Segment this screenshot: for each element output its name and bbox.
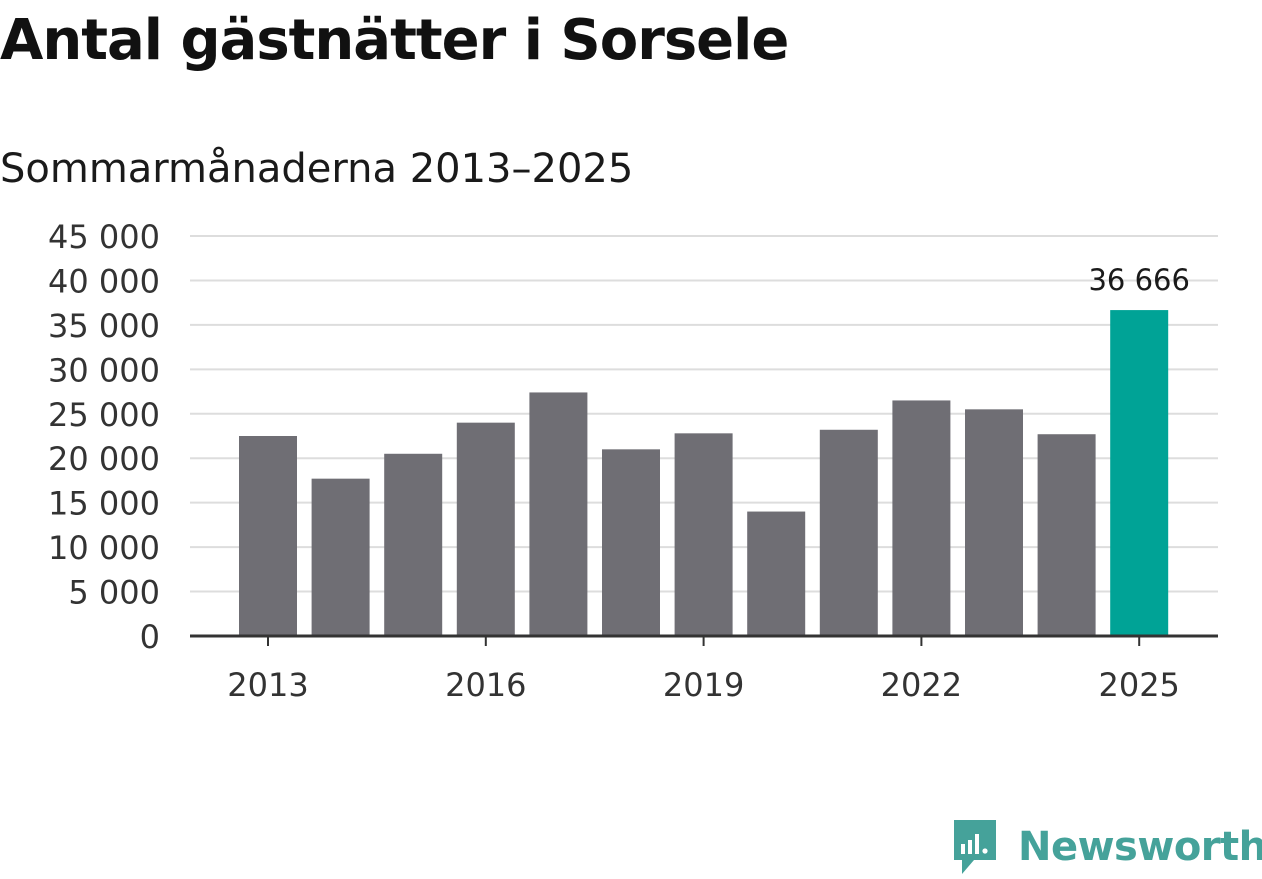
brand-name: Newsworthy [1018,824,1262,870]
bar-2017 [529,392,588,636]
data-label-2025: 36 666 [1088,263,1189,297]
data-labels: 36 666 [1088,263,1189,297]
bar-2025 [1110,310,1169,636]
y-tick-label: 0 [140,618,160,656]
bar-2024 [1037,434,1096,636]
y-tick-label: 20 000 [48,440,160,478]
y-tick-label: 15 000 [48,485,160,523]
y-axis-tick-labels: 0 5 000 10 000 15 000 20 000 25 000 30 000 35 0… [48,218,160,656]
chart-subtitle: Sommarmånaderna 2013–2025 [0,146,634,192]
chart-title: Antal gästnätter i Sorsele [0,8,789,73]
bar-2018 [602,449,660,636]
y-tick-label: 25 000 [48,396,160,434]
x-tick-label: 2025 [1098,666,1179,704]
bars [239,310,1169,636]
x-tick-label: 2016 [445,666,526,704]
y-tick-label: 35 000 [48,307,160,345]
bar-2023 [965,409,1023,636]
y-tick-label: 10 000 [48,529,160,567]
bar-2016 [456,422,515,636]
bar-2015 [384,453,443,636]
y-tick-label: 45 000 [48,218,160,256]
bar-2014 [311,478,370,636]
bar-chart-speech-bubble-icon [954,820,996,874]
bar-2021 [819,429,878,636]
x-axis-tick-labels: 2013 2016 2019 2022 2025 [227,636,1180,704]
x-tick-label: 2013 [227,666,308,704]
newsworthy-logo: Newsworthy [950,816,1262,878]
bar-2022 [892,400,951,636]
x-tick-label: 2019 [663,666,744,704]
bar-2020 [747,511,806,636]
bar-2013 [239,436,297,636]
bar-2019 [674,433,733,636]
y-tick-label: 5 000 [68,574,160,612]
y-tick-label: 40 000 [48,262,160,300]
x-tick-label: 2022 [881,666,962,704]
y-tick-label: 30 000 [48,351,160,389]
